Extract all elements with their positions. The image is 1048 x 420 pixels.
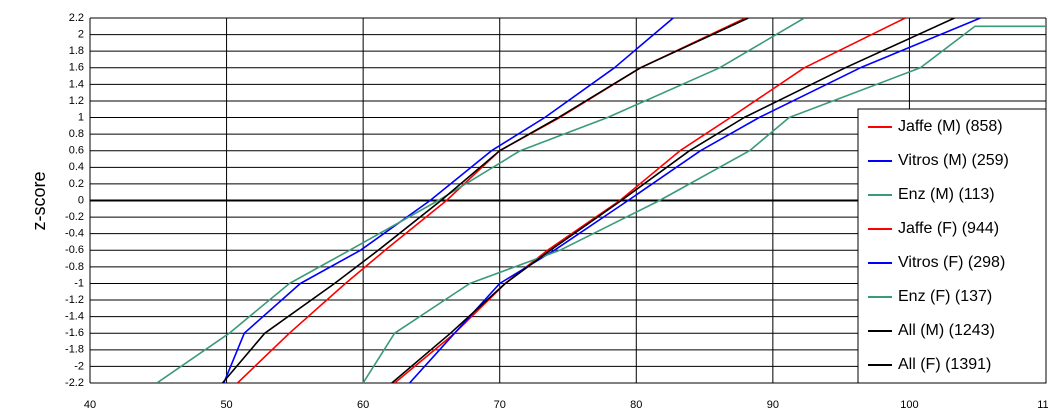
x-tick-label: 60 [357, 399, 369, 411]
legend-box [857, 108, 1047, 384]
x-tick-label: 50 [220, 399, 232, 411]
y-tick-label: -1.2 [65, 294, 84, 306]
series-line [221, 18, 749, 383]
legend-label: Enz (M) (113) [898, 186, 995, 203]
y-tick-label: -1 [74, 277, 84, 289]
y-tick-label: 1.6 [69, 62, 84, 74]
y-tick-label: 0.8 [69, 128, 84, 140]
legend-label: Jaffe (M) (858) [898, 118, 1003, 135]
x-tick-label: 40 [84, 399, 96, 411]
series-line [391, 18, 955, 383]
legend-label: All (M) (1243) [898, 322, 995, 339]
y-axis-label: z-score [29, 171, 49, 230]
y-tick-label: 1.2 [69, 95, 84, 107]
x-tick-label: 110 [1037, 399, 1048, 411]
y-tick-label: -0.6 [65, 244, 84, 256]
y-tick-label: -1.6 [65, 327, 84, 339]
series-line [156, 18, 805, 383]
y-tick-label: -2.2 [65, 377, 84, 389]
series-line [362, 25, 1046, 383]
y-tick-label: 1 [78, 111, 84, 123]
legend-label: All (F) (1391) [898, 356, 991, 373]
y-tick-label: -1.4 [65, 311, 84, 323]
y-tick-label: 2 [78, 28, 84, 40]
legend-label: Enz (F) (137) [898, 288, 992, 305]
series-line [223, 18, 674, 383]
legend-label: Vitros (F) (298) [898, 254, 1005, 271]
y-tick-label: -0.4 [65, 228, 84, 240]
y-tick-label: -0.2 [65, 211, 84, 223]
y-tick-label: -2 [74, 360, 84, 372]
y-tick-label: 0.6 [69, 145, 84, 157]
y-tick-label: 1.8 [69, 45, 84, 57]
x-tick-label: 100 [900, 399, 918, 411]
x-tick-label: 80 [630, 399, 642, 411]
y-tick-label: 0.2 [69, 178, 84, 190]
y-tick-label: -1.8 [65, 344, 84, 356]
legend-label: Vitros (M) (259) [898, 152, 1009, 169]
y-tick-label: 0.4 [69, 161, 84, 173]
y-tick-label: -0.8 [65, 261, 84, 273]
y-tick-label: 1.4 [69, 78, 84, 90]
legend-label: Jaffe (F) (944) [898, 220, 999, 237]
x-tick-label: 90 [767, 399, 779, 411]
series-line [394, 18, 906, 383]
y-tick-label: 2.2 [69, 12, 84, 24]
y-tick-label: 0 [78, 194, 84, 206]
x-tick-label: 70 [494, 399, 506, 411]
plot-area [156, 18, 1046, 383]
